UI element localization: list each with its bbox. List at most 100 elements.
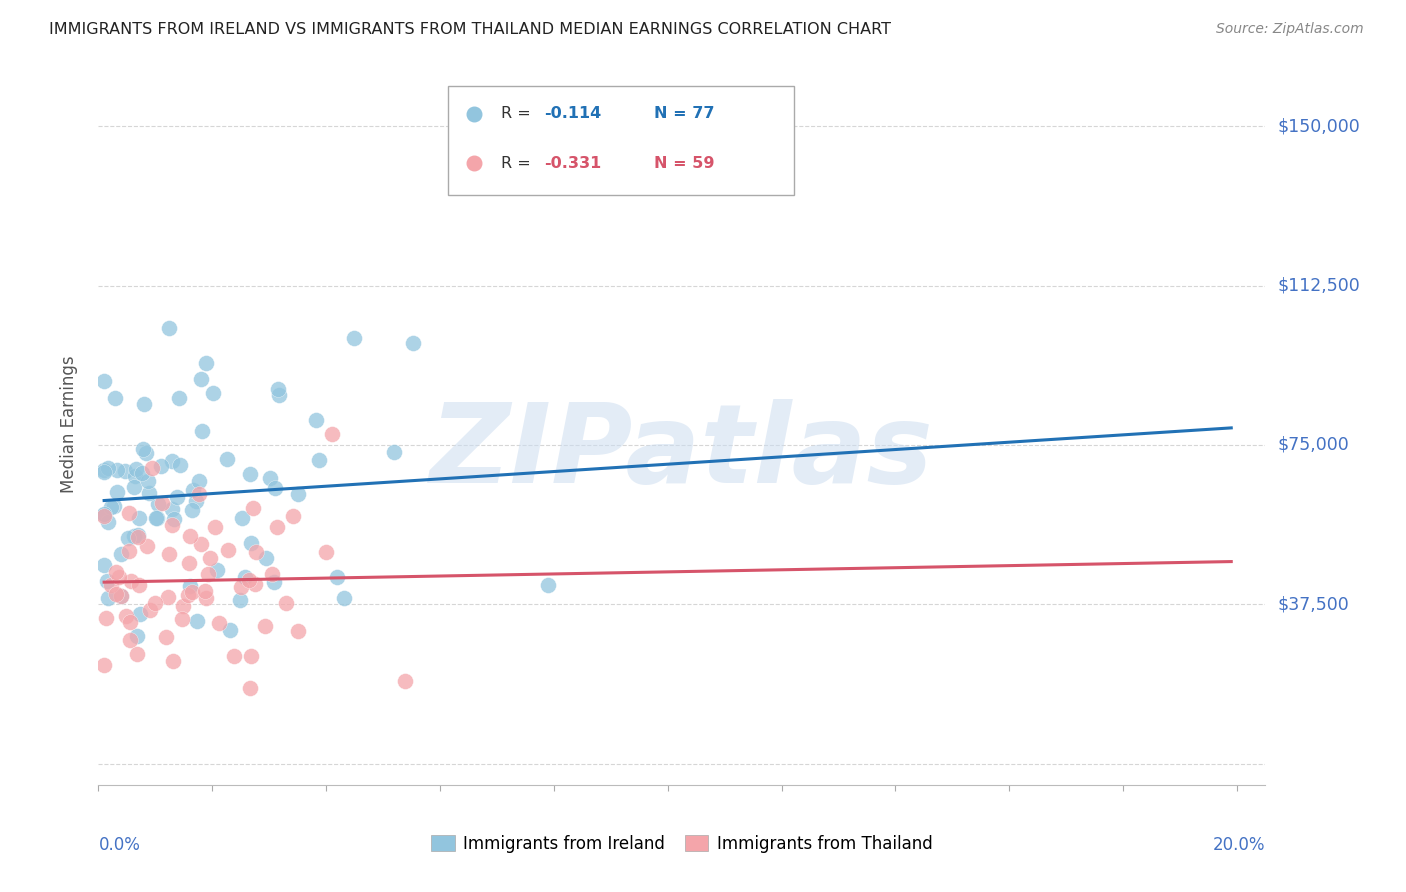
Text: $37,500: $37,500 [1277,595,1348,614]
Point [239,681,262,695]
Point [105,484,128,499]
Point [105,586,128,600]
Point [202,385,225,400]
Point [281,509,304,524]
Point [205,563,228,577]
Point [239,467,262,481]
Point [382,444,405,458]
Point [401,336,423,351]
Point [243,577,266,591]
Point [190,372,212,386]
Point [263,574,285,589]
Point [259,471,281,485]
Point [180,584,202,599]
Point [287,487,309,501]
Point [139,603,162,617]
Point [204,520,226,534]
Point [94,610,117,624]
Point [233,569,256,583]
Text: $75,000: $75,000 [1277,436,1348,454]
Point [93,508,115,523]
Point [160,517,183,532]
Point [122,529,145,543]
Point [195,591,218,606]
Point [103,499,125,513]
Point [141,461,163,475]
Legend: Immigrants from Ireland, Immigrants from Thailand: Immigrants from Ireland, Immigrants from… [425,829,939,860]
Point [179,579,201,593]
Point [180,503,202,517]
Point [118,544,141,558]
Point [150,496,173,510]
Point [96,574,118,588]
Y-axis label: Median Earnings: Median Earnings [59,355,77,492]
Point [394,674,416,689]
Point [104,391,127,405]
Point [269,388,291,402]
Point [135,446,157,460]
Point [118,615,141,629]
Point [254,550,277,565]
Point [266,382,288,396]
Point [304,413,326,427]
Point [177,588,200,602]
Point [93,463,115,477]
Point [240,648,263,663]
Point [120,574,142,588]
Point [169,458,191,472]
Point [195,356,218,370]
Text: $112,500: $112,500 [1277,277,1360,294]
Point [136,475,159,489]
Point [308,453,330,467]
Point [162,654,184,668]
Point [179,529,201,543]
Point [208,616,231,631]
Point [179,556,201,570]
Point [229,593,252,607]
Point [215,451,238,466]
Point [107,463,129,477]
Point [188,487,211,501]
Point [188,474,211,488]
Point [127,530,149,544]
Point [245,544,267,558]
Point [242,501,264,516]
Point [93,375,115,389]
Point [128,510,150,524]
Point [231,511,253,525]
Point [97,461,120,475]
Point [115,609,138,624]
Point [110,547,132,561]
Text: Source: ZipAtlas.com: Source: ZipAtlas.com [1216,22,1364,37]
Point [128,578,150,592]
Point [128,607,150,622]
Point [117,506,139,520]
Point [186,614,208,628]
Point [125,462,148,476]
Point [260,566,283,581]
Point [120,632,142,647]
Point [132,396,155,410]
Point [172,599,194,613]
Point [166,490,188,504]
Point [191,424,214,438]
Point [93,558,115,572]
Point [149,459,172,474]
Point [326,569,349,583]
Text: 0.0%: 0.0% [98,836,141,854]
Point [218,623,240,637]
Point [263,481,285,495]
Point [125,647,148,661]
Point [254,619,277,633]
Point [143,596,166,610]
Point [100,578,122,592]
Point [145,511,167,525]
Point [157,320,180,334]
Point [315,545,337,559]
Point [238,573,260,587]
Point [181,483,204,498]
Point [160,453,183,467]
Point [239,535,262,549]
Point [217,542,239,557]
Point [184,493,207,508]
